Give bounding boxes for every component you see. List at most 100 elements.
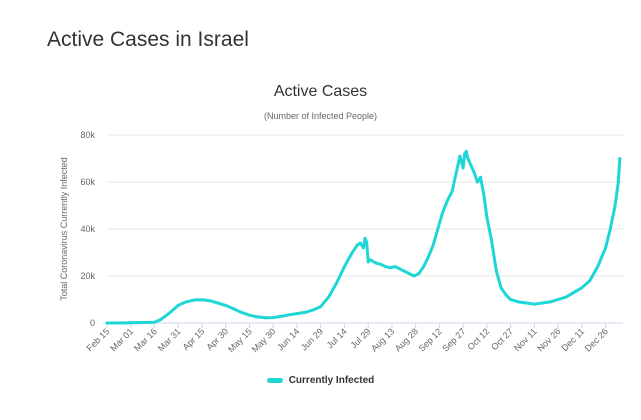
data-point[interactable] bbox=[208, 299, 212, 303]
data-point[interactable] bbox=[403, 269, 407, 273]
legend-item-currently-infected[interactable]: Currently Infected bbox=[266, 375, 374, 386]
data-point[interactable] bbox=[490, 239, 494, 243]
data-point[interactable] bbox=[482, 192, 486, 196]
data-point[interactable] bbox=[216, 301, 220, 305]
data-point[interactable] bbox=[517, 300, 520, 304]
data-point[interactable] bbox=[572, 290, 576, 294]
data-point[interactable] bbox=[311, 308, 315, 312]
data-point[interactable] bbox=[153, 320, 156, 324]
data-point[interactable] bbox=[564, 295, 568, 299]
data-point[interactable] bbox=[263, 316, 267, 320]
data-point[interactable] bbox=[335, 281, 338, 285]
data-point[interactable] bbox=[548, 300, 552, 304]
data-point[interactable] bbox=[494, 269, 498, 273]
x-tick-label: May 30 bbox=[250, 326, 278, 354]
data-point[interactable] bbox=[159, 318, 163, 321]
data-point[interactable] bbox=[279, 314, 283, 318]
data-point[interactable] bbox=[374, 261, 378, 265]
data-point[interactable] bbox=[393, 265, 397, 269]
x-tick-label: Dec 11 bbox=[559, 326, 586, 353]
data-point[interactable] bbox=[532, 302, 536, 306]
data-point[interactable] bbox=[224, 303, 228, 307]
data-point[interactable] bbox=[248, 313, 251, 317]
y-tick-label: 40k bbox=[80, 224, 95, 234]
data-point[interactable] bbox=[588, 279, 592, 283]
data-point[interactable] bbox=[366, 260, 370, 264]
data-point[interactable] bbox=[472, 171, 476, 175]
data-point[interactable] bbox=[604, 246, 608, 250]
data-point[interactable] bbox=[461, 166, 465, 170]
data-point[interactable] bbox=[426, 255, 430, 259]
data-point[interactable] bbox=[618, 157, 622, 160]
data-point[interactable] bbox=[363, 236, 367, 240]
data-point[interactable] bbox=[540, 301, 544, 305]
y-tick-label: 80k bbox=[80, 130, 95, 140]
data-point[interactable] bbox=[355, 243, 359, 247]
data-point[interactable] bbox=[458, 154, 462, 158]
x-tick-label: Oct 27 bbox=[489, 326, 515, 352]
data-point[interactable] bbox=[240, 310, 243, 314]
x-tick-label: Mar 31 bbox=[156, 326, 183, 353]
data-point[interactable] bbox=[379, 262, 383, 266]
data-point[interactable] bbox=[319, 305, 323, 309]
data-point[interactable] bbox=[524, 301, 528, 305]
data-point[interactable] bbox=[184, 300, 188, 304]
data-point[interactable] bbox=[466, 157, 470, 160]
data-point[interactable] bbox=[200, 298, 204, 302]
series-line-currently-infected[interactable] bbox=[105, 150, 622, 325]
data-point[interactable] bbox=[365, 240, 369, 244]
data-point[interactable] bbox=[422, 265, 426, 269]
x-tick-label: Apr 15 bbox=[181, 326, 207, 352]
data-point[interactable] bbox=[388, 266, 392, 270]
data-point[interactable] bbox=[509, 298, 513, 301]
grid-lines bbox=[107, 134, 623, 277]
data-point[interactable] bbox=[129, 321, 133, 325]
data-point[interactable] bbox=[192, 298, 196, 302]
data-point[interactable] bbox=[464, 150, 468, 153]
x-tick-label: Aug 28 bbox=[393, 326, 420, 353]
data-point[interactable] bbox=[431, 243, 435, 247]
data-point[interactable] bbox=[475, 180, 479, 184]
data-point[interactable] bbox=[450, 189, 454, 193]
data-point[interactable] bbox=[445, 199, 449, 203]
data-point[interactable] bbox=[608, 227, 612, 231]
data-point[interactable] bbox=[616, 180, 620, 184]
data-point[interactable] bbox=[556, 298, 560, 301]
x-tick-label: Nov 11 bbox=[512, 326, 539, 353]
data-point[interactable] bbox=[398, 267, 402, 271]
data-point[interactable] bbox=[287, 313, 291, 317]
data-point[interactable] bbox=[295, 312, 299, 316]
data-point[interactable] bbox=[350, 251, 354, 254]
data-point[interactable] bbox=[504, 293, 508, 297]
data-point[interactable] bbox=[255, 315, 259, 319]
data-point[interactable] bbox=[361, 246, 365, 250]
data-point[interactable] bbox=[368, 258, 372, 262]
data-point[interactable] bbox=[436, 227, 440, 231]
data-point[interactable] bbox=[176, 303, 180, 307]
data-point[interactable] bbox=[596, 265, 600, 269]
data-point[interactable] bbox=[342, 265, 346, 269]
data-point[interactable] bbox=[384, 265, 388, 269]
data-point[interactable] bbox=[456, 161, 460, 165]
x-tick-label: Jun 29 bbox=[299, 326, 325, 352]
data-point[interactable] bbox=[232, 307, 236, 311]
data-point[interactable] bbox=[105, 321, 109, 325]
data-point[interactable] bbox=[485, 215, 489, 219]
data-point[interactable] bbox=[441, 211, 445, 215]
data-point[interactable] bbox=[167, 312, 171, 316]
data-point[interactable] bbox=[412, 274, 416, 278]
data-point[interactable] bbox=[469, 164, 473, 167]
data-point[interactable] bbox=[417, 272, 421, 276]
data-point[interactable] bbox=[327, 295, 331, 299]
data-point[interactable] bbox=[453, 175, 457, 179]
data-point[interactable] bbox=[463, 152, 467, 156]
data-point[interactable] bbox=[613, 204, 617, 207]
data-point[interactable] bbox=[271, 316, 275, 320]
x-tick-label: May 15 bbox=[226, 326, 254, 354]
data-point[interactable] bbox=[479, 175, 482, 179]
data-point[interactable] bbox=[358, 241, 362, 245]
data-point[interactable] bbox=[407, 272, 411, 276]
data-point[interactable] bbox=[303, 310, 307, 314]
data-point[interactable] bbox=[499, 286, 503, 290]
data-point[interactable] bbox=[580, 286, 584, 290]
